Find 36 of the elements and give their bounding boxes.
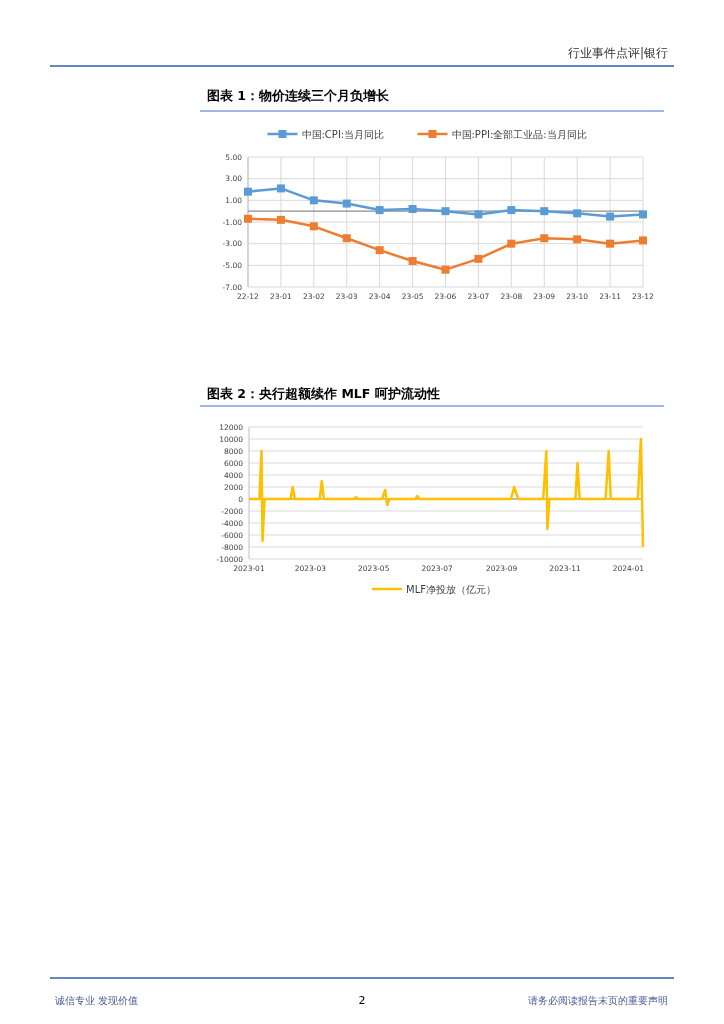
point: [606, 212, 615, 221]
point: [441, 265, 450, 274]
point: [342, 234, 351, 243]
point: [540, 207, 549, 216]
point: [507, 239, 516, 248]
legend-label: 中国:CPI:当月同比: [301, 128, 385, 140]
point: [375, 206, 384, 215]
chart-title: 图表 2：央行超额续作 MLF 呵护流动性: [207, 386, 440, 401]
point: [309, 196, 318, 205]
point: [540, 234, 549, 243]
point: [375, 246, 384, 255]
point: [639, 210, 647, 219]
point: [639, 236, 647, 245]
point: [573, 209, 582, 218]
point: [441, 207, 450, 216]
point: [244, 214, 252, 223]
text: 诚信专业 发现价值: [55, 995, 139, 1006]
point: [573, 235, 582, 244]
text: 行业事件点评|银行: [567, 46, 668, 60]
text: 2: [358, 994, 366, 1007]
point: [244, 187, 252, 196]
point: [276, 184, 285, 193]
legend-label: MLF净投放（亿元）: [406, 583, 496, 595]
text: 请务必阅读报告末页的重要声明: [528, 995, 668, 1006]
point: [276, 215, 285, 224]
point: [408, 205, 417, 213]
point: [474, 210, 483, 219]
point: [507, 206, 516, 215]
chart-title: 图表 1：物价连续三个月负增长: [207, 88, 391, 103]
point: [309, 222, 318, 231]
line-series: [247, 437, 645, 549]
point: [606, 239, 615, 248]
point: [474, 254, 483, 263]
legend-label: 中国:PPI:全部工业品:当月同比: [451, 128, 587, 140]
point: [342, 199, 351, 208]
point: [408, 257, 417, 265]
